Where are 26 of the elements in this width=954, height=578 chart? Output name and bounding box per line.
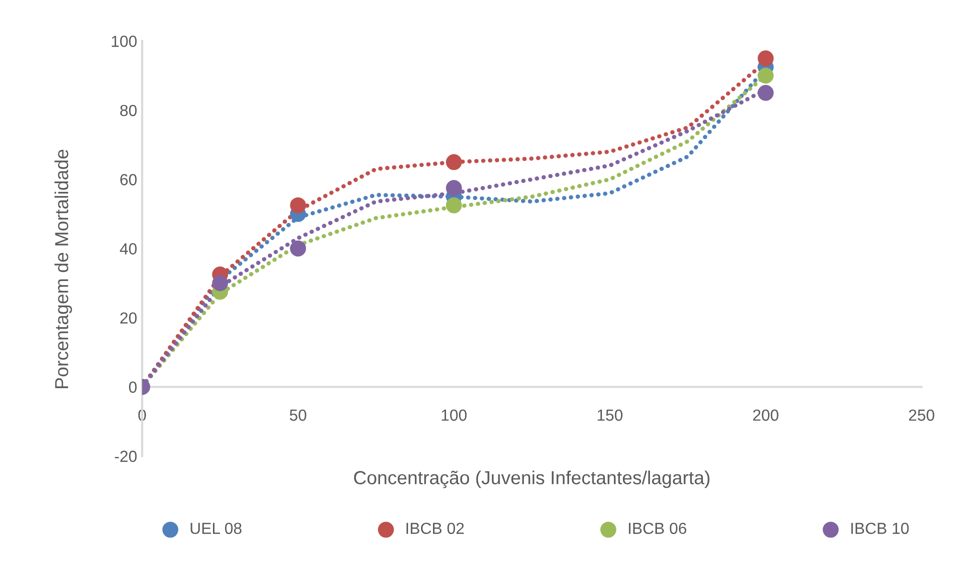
point <box>446 180 462 196</box>
y-axis-title: Porcentagem de Mortalidade <box>54 150 72 388</box>
point <box>758 50 774 66</box>
y-tick-label: 100 <box>112 36 137 47</box>
x-tick-label: 150 <box>598 410 622 421</box>
point <box>446 197 462 214</box>
point <box>212 275 228 292</box>
x-tick-label: 100 <box>442 410 467 421</box>
point <box>758 84 774 101</box>
x-tick-label: 250 <box>909 410 934 421</box>
y-tick-label: 20 <box>120 312 137 324</box>
point <box>290 197 306 214</box>
y-tick-label: 80 <box>120 104 137 116</box>
legend-label: IBCB 06 <box>628 522 686 534</box>
point <box>758 68 774 84</box>
point <box>446 154 462 170</box>
legend-label: IBCB 10 <box>851 522 909 534</box>
y-tick-label: 40 <box>120 243 137 254</box>
y-tick-label: 0 <box>129 382 137 393</box>
legend-label: IBCB 02 <box>406 522 464 534</box>
y-tick-label: -20 <box>114 450 137 462</box>
x-tick-label: 200 <box>753 410 778 421</box>
y-tick-label: 60 <box>120 174 137 186</box>
legend-label: UEL 08 <box>190 522 242 534</box>
x-tick-label: 50 <box>290 410 306 421</box>
x-axis-title: Concentração (Juvenis Infectantes/lagarta) <box>354 470 710 488</box>
